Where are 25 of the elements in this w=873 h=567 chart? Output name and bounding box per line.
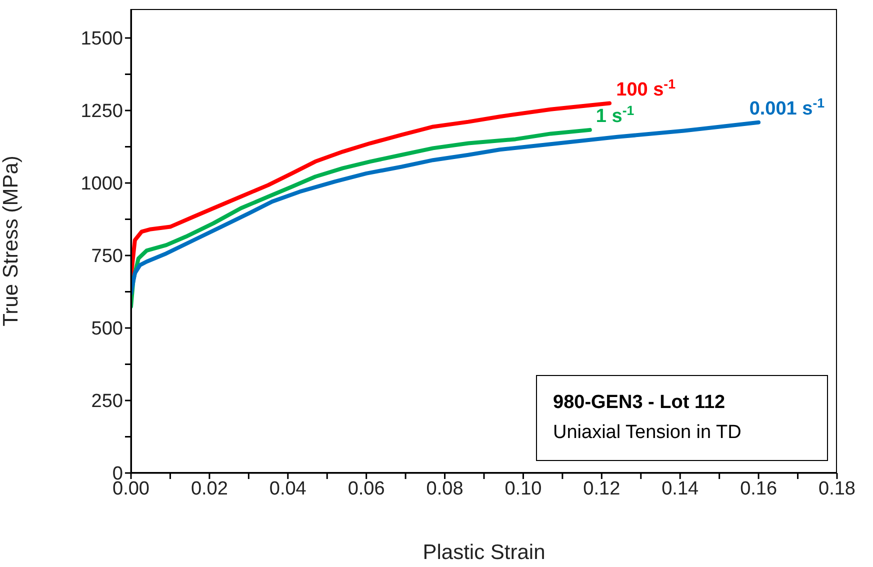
series-label: 0.001 s$^{-1}$ [749,94,826,120]
line-series [131,128,592,309]
y-tick-label: 250 [91,391,123,412]
x-tick-label: 0.12 [583,478,620,500]
series-label: 100 s$^{-1}$ [616,76,676,100]
note-box: 980-GEN3 - Lot 112 Uniaxial Tension in TD [536,375,828,461]
series-label: 1 s$^{-1}$ [596,102,635,127]
annotation: Uniaxial Tension in TD [553,421,742,445]
x-tick-label: 0.06 [348,478,385,500]
y-tick-label: 750 [91,246,123,268]
x-tick-label: 0.14 [662,478,700,500]
line-series [131,101,612,279]
x-tick-label: 0.04 [269,478,307,500]
x-axis-title: Plastic Strain [422,541,546,564]
y-axis-title: True Stress (MPa) [0,156,22,326]
x-tick-label: 0.18 [818,478,856,500]
x-tick-label: 0.10 [504,478,542,500]
annotation: 980-GEN3 - Lot 112 [553,391,726,415]
y-tick-label: 1250 [80,101,123,122]
x-tick-label: 0.16 [740,478,778,500]
y-tick-label: 1500 [80,28,123,50]
y-tick-label: 500 [91,318,123,340]
y-tick-label: 1000 [80,174,123,195]
x-tick-label: 0.08 [426,478,464,500]
x-tick-label: 0.02 [190,478,228,500]
